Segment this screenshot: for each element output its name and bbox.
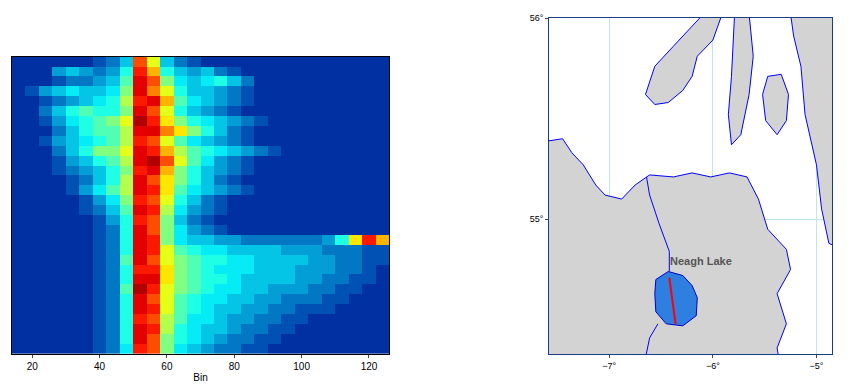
svg-text:80: 80 (229, 361, 241, 372)
svg-text:−5°: −5° (810, 361, 824, 371)
svg-text:20: 20 (27, 361, 39, 372)
svg-text:40: 40 (94, 361, 106, 372)
svg-text:55°: 55° (530, 214, 544, 224)
svg-text:100: 100 (293, 361, 310, 372)
svg-text:60: 60 (161, 361, 173, 372)
svg-text:−6°: −6° (706, 361, 720, 371)
svg-text:−7°: −7° (602, 361, 616, 371)
svg-text:56°: 56° (530, 13, 544, 23)
svg-text:Neagh Lake: Neagh Lake (670, 255, 732, 267)
svg-text:Bin: Bin (193, 372, 207, 383)
svg-text:120: 120 (361, 361, 378, 372)
